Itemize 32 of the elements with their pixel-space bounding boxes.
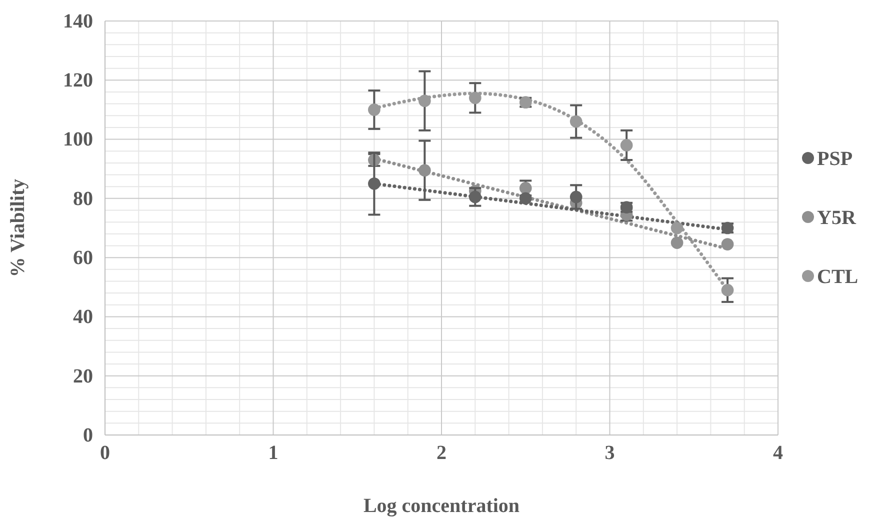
point bbox=[418, 164, 431, 177]
point bbox=[721, 238, 734, 250]
point bbox=[670, 222, 684, 234]
y-tick-label: 80 bbox=[73, 188, 93, 210]
x-tick-label: 3 bbox=[604, 442, 615, 464]
y-tick-label: 40 bbox=[73, 306, 93, 328]
y-tick-label: 60 bbox=[73, 246, 93, 269]
y-axis-title: % Viability bbox=[7, 178, 29, 278]
legend-label: Y5R bbox=[817, 207, 856, 229]
x-tick-label: 1 bbox=[268, 442, 278, 464]
point bbox=[721, 284, 734, 296]
legend-label: CTL bbox=[817, 266, 858, 288]
y-tick-label: 20 bbox=[73, 365, 93, 388]
point bbox=[570, 115, 582, 128]
y-tick-label: 100 bbox=[63, 128, 93, 151]
y-tick-label: 140 bbox=[63, 10, 93, 32]
point bbox=[368, 104, 380, 116]
point bbox=[670, 236, 684, 249]
point bbox=[468, 92, 482, 104]
point bbox=[620, 139, 633, 152]
y-tick-label: 120 bbox=[63, 70, 93, 92]
point bbox=[519, 192, 532, 205]
point bbox=[368, 177, 380, 190]
point bbox=[468, 190, 482, 204]
point bbox=[570, 190, 582, 204]
x-tick-label: 4 bbox=[773, 442, 783, 464]
point bbox=[418, 94, 431, 108]
legend-label: PSP bbox=[817, 148, 853, 170]
y-tick-label: 0 bbox=[83, 424, 93, 446]
x-tick-label: 0 bbox=[100, 442, 110, 464]
x-tick-label: 2 bbox=[436, 442, 446, 464]
x-axis-title: Log concentration bbox=[363, 495, 520, 517]
